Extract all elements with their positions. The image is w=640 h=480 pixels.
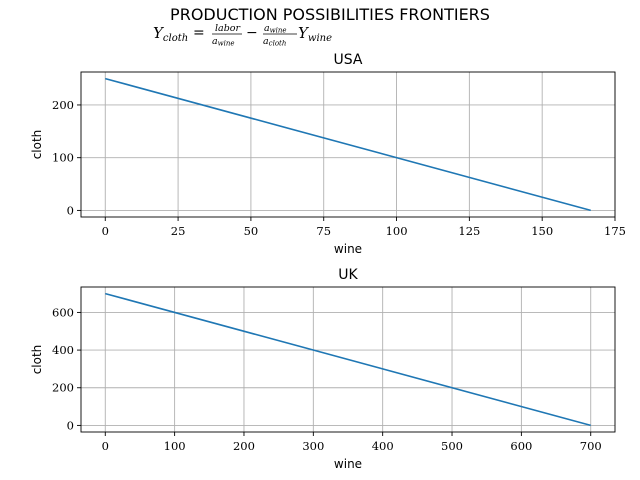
uk-chart: 0 100 200 300 400 500 600 700 0 200 400 600 UK wine cl… — [30, 267, 616, 471]
uk-xtick-label-0: 0 — [102, 439, 109, 453]
uk-xtick-label-4: 400 — [372, 439, 394, 453]
formula-minus: − — [246, 25, 258, 41]
uk-xtick-label-2: 200 — [233, 439, 255, 453]
formula-frac2-den: acloth — [263, 36, 286, 48]
usa-xtick-label-1: 25 — [171, 224, 186, 238]
usa-xtick-label-5: 125 — [458, 224, 480, 238]
usa-ppf-line-0 — [105, 77, 591, 212]
formula-lhs: Ycloth — [153, 24, 188, 44]
uk-axes-frame — [80, 286, 616, 433]
formula-rhs: Ywine — [298, 24, 332, 44]
uk-ytick-label-2: 400 — [52, 343, 74, 357]
uk-xtick-label-7: 700 — [580, 439, 602, 453]
uk-yaxis-label: cloth — [30, 345, 44, 375]
formula-frac1-num: labor — [215, 23, 242, 34]
uk-xtick-label-6: 600 — [510, 439, 532, 453]
usa-ytick-label-2: 200 — [52, 98, 74, 112]
formula-frac1-den: awine — [212, 36, 235, 48]
uk-ppf-line-0 — [105, 292, 591, 427]
uk-xtick-label-3: 300 — [302, 439, 324, 453]
uk-xtick-label-1: 100 — [164, 439, 186, 453]
formula-equals: = — [193, 25, 205, 41]
usa-xtick-label-7: 175 — [604, 224, 626, 238]
usa-xtick-label-2: 50 — [244, 224, 259, 238]
uk-ytick-label-0: 0 — [67, 418, 74, 432]
usa-xtick-label-6: 150 — [531, 224, 553, 238]
usa-chart-title: USA — [334, 52, 363, 68]
figure-title: PRODUCTION POSSIBILITIES FRONTIERS — [170, 5, 490, 24]
uk-xtick-label-5: 500 — [441, 439, 463, 453]
uk-ytick-label-3: 600 — [52, 305, 74, 319]
usa-xtick-label-3: 75 — [316, 224, 331, 238]
usa-xaxis-label: wine — [334, 242, 362, 256]
usa-chart: 0 25 50 75 100 125 150 175 0 100 200 USA wine cloth — [30, 52, 626, 256]
uk-chart-title: UK — [338, 267, 358, 283]
uk-xaxis-label: wine — [334, 457, 362, 471]
formula: Ycloth = labor awine − awine acloth Ywin… — [153, 23, 332, 48]
usa-yaxis-label: cloth — [30, 130, 44, 160]
usa-xtick-label-0: 0 — [102, 224, 109, 238]
usa-ytick-label-0: 0 — [67, 203, 74, 217]
usa-ytick-label-1: 100 — [52, 151, 74, 165]
uk-ytick-label-1: 200 — [52, 381, 74, 395]
usa-xtick-label-4: 100 — [386, 224, 408, 238]
usa-axes-frame — [80, 71, 616, 218]
formula-frac2-num: awine — [264, 23, 287, 35]
